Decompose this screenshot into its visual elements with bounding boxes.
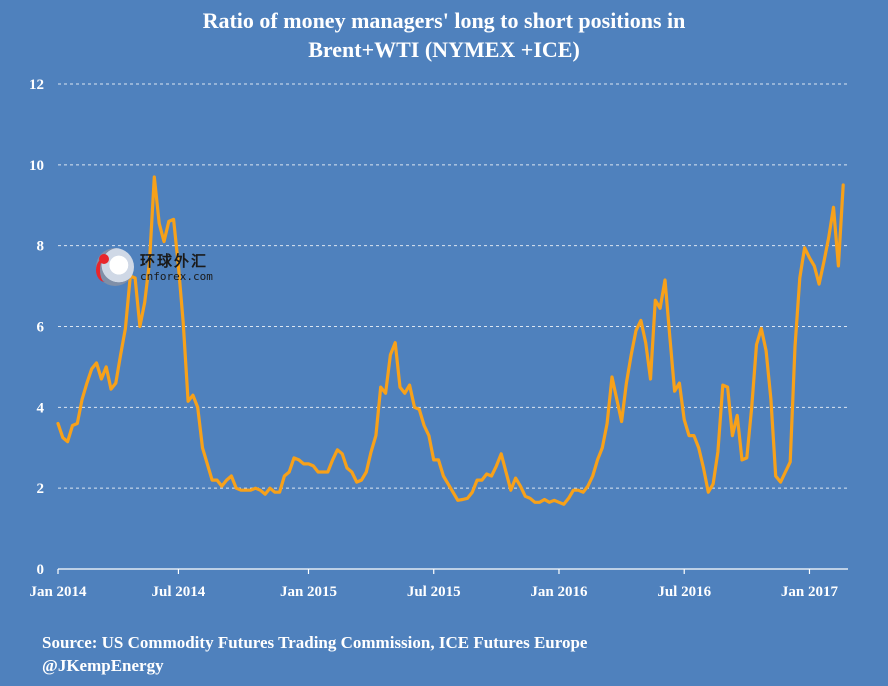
watermark-text-cn: 环球外汇 [140,252,209,270]
chart-title-line-2: Brent+WTI (NYMEX +ICE) [308,37,580,62]
x-tick-label: Jul 2016 [657,584,711,600]
chart-title: Ratio of money managers' long to short p… [0,6,888,64]
swoosh-icon [96,258,114,282]
source-line-1: Source: US Commodity Futures Trading Com… [42,633,588,652]
x-tick-label: Jul 2015 [407,584,461,600]
watermark-logo: 环球外汇 cnforex.com [96,248,236,288]
x-tick-label: Jan 2017 [781,584,839,600]
y-tick-label: 6 [37,320,45,336]
y-tick-label: 2 [37,481,45,497]
x-tick-label: Jan 2014 [29,584,87,600]
y-tick-label: 8 [37,239,45,255]
x-tick-label: Jan 2016 [530,584,588,600]
red-dot-icon [99,254,109,264]
y-tick-label: 0 [37,562,45,578]
series-layer [56,175,845,506]
chart-title-line-1: Ratio of money managers' long to short p… [202,8,686,33]
source-line-2: @JKempEnergy [42,656,164,675]
y-tick-label: 10 [29,158,44,174]
series-line [56,175,845,506]
source-note: Source: US Commodity Futures Trading Com… [42,631,587,677]
axes: 0 2 4 6 8 10 12 Jan 2014 Jul 2014 Jan 2015 Jul 201… [29,77,848,600]
x-tick-label: Jul 2014 [152,584,206,600]
y-tick-label: 4 [37,400,45,416]
x-tick-label: Jan 2015 [280,584,337,600]
watermark-text-en: cnforex.com [140,270,213,283]
y-tick-label: 12 [29,77,44,93]
